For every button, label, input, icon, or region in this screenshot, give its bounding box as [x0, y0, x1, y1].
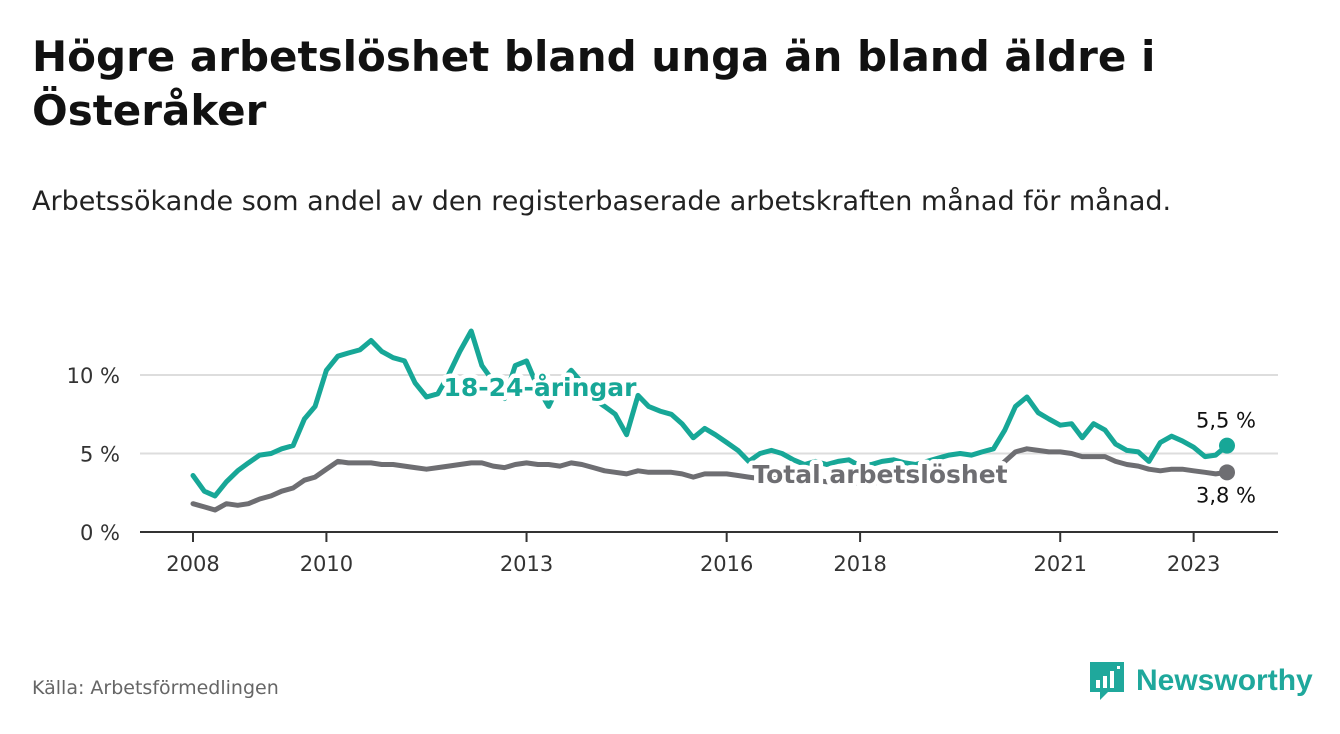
end-point-youth	[1219, 437, 1235, 454]
series-label-total: Total arbetslöshet	[752, 460, 1007, 489]
chart-title: Högre arbetslöshet bland unga än bland ä…	[32, 32, 1156, 135]
series-label-youth: 18-24-åringar	[444, 373, 638, 402]
series-label-youth-halo: 18-24-åringar	[444, 373, 638, 402]
end-point-total	[1219, 464, 1235, 481]
y-tick-label: 10 %	[67, 364, 120, 388]
gridlines	[140, 374, 1278, 455]
y-axis-ticks: 0 % 5 % 10 %	[67, 364, 120, 545]
series-line-total	[190, 446, 1230, 513]
newsworthy-logo-icon	[1090, 662, 1124, 700]
chart-subtitle: Arbetssökande som andel av den registerb…	[32, 186, 1172, 217]
series-lines	[190, 328, 1235, 513]
end-label-youth: 5,5 %	[1196, 409, 1256, 433]
x-tick-label: 2010	[300, 552, 353, 576]
x-tick-label: 2013	[500, 552, 553, 576]
x-tick-label: 2008	[166, 552, 219, 576]
x-tick-label: 2023	[1167, 552, 1220, 576]
end-label-total-halo: 3,8 %	[1196, 483, 1256, 507]
x-tick-label: 2016	[700, 552, 753, 576]
brand-logo: Newsworthy	[1088, 660, 1313, 702]
series-label-total-halo: Total arbetslöshet	[752, 460, 1007, 489]
x-tick-label: 2018	[833, 552, 886, 576]
end-label-total: 3,8 %	[1196, 483, 1256, 507]
series-line-youth	[190, 328, 1230, 499]
end-label-youth-halo: 5,5 %	[1196, 409, 1256, 433]
x-axis-ticks: 2008 2010 2013 2016 2018 2021 2023	[140, 531, 1278, 576]
x-tick-label: 2021	[1033, 552, 1086, 576]
brand-name: Newsworthy	[1136, 664, 1313, 697]
source-note: Källa: Arbetsförmedlingen	[32, 677, 279, 699]
y-tick-label: 5 %	[80, 443, 120, 467]
y-tick-label: 0 %	[80, 521, 120, 545]
